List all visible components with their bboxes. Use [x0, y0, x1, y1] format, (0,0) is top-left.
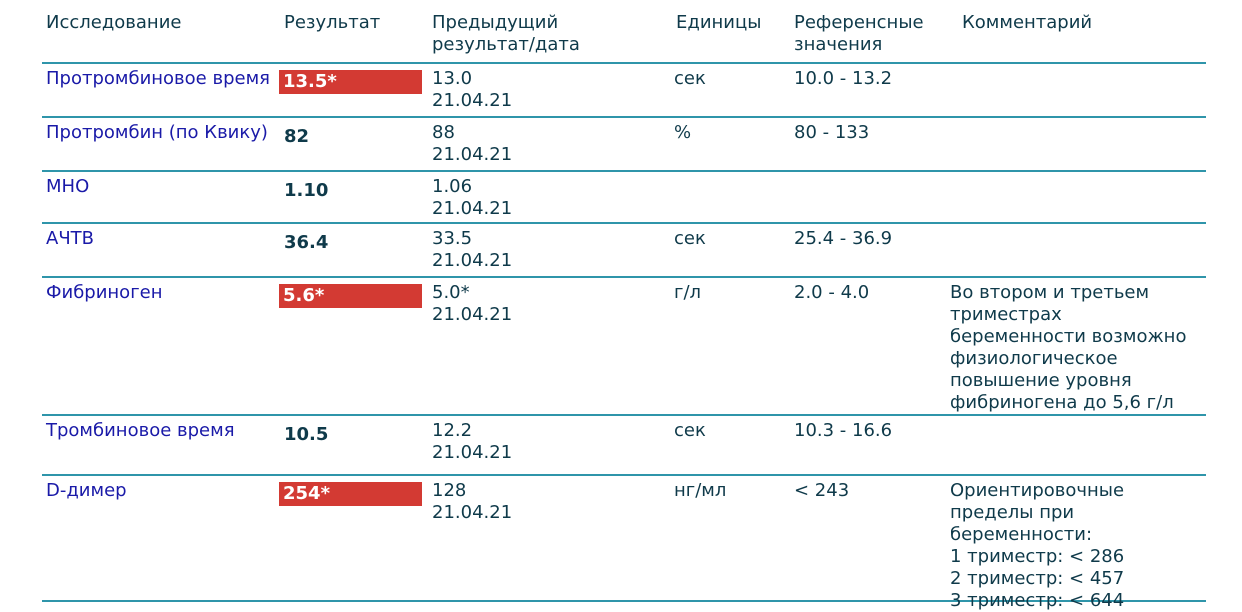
header-comment: Комментарий [962, 12, 1093, 33]
previous-date: 21.04.21 [432, 90, 513, 111]
units: сек [674, 228, 706, 249]
test-name: АЧТВ [46, 228, 94, 249]
previous-result: 88 21.04.21 [432, 122, 512, 166]
comment: Во втором и третьем триместрах беременност… [950, 282, 1206, 414]
test-name: D-димер [46, 480, 127, 501]
reference-range: < 243 [794, 480, 850, 501]
comment-line: Во втором и третьем [950, 282, 1150, 303]
header-name: Исследование [46, 12, 182, 33]
reference-range: 2.0 - 4.0 [794, 282, 870, 303]
previous-date: 21.04.21 [432, 304, 513, 325]
test-name: Тромбиновое время [46, 420, 235, 441]
header-prev-line2: результат/дата [432, 34, 580, 55]
comment-line: триместрах [950, 304, 1062, 325]
header-prev-line1: Предыдущий [432, 12, 559, 33]
previous-value: 88 [432, 122, 455, 143]
header-units: Единицы [676, 12, 762, 33]
previous-result: 13.0 21.04.21 [432, 68, 512, 112]
table-row: Протромбин (по Квику) 82 88 21.04.21% 80 - 1… [42, 118, 1206, 172]
test-name: МНО [46, 176, 90, 197]
header-ref-line1: Референсные [794, 12, 924, 33]
reference-range: 10.0 - 13.2 [794, 68, 893, 89]
header-result: Результат [284, 12, 381, 33]
previous-value: 33.5 [432, 228, 473, 249]
result-value: 1.10 [284, 180, 329, 201]
comment-line: беременности возможно [950, 326, 1187, 347]
comment-line: пределы при [950, 502, 1075, 523]
reference-range: 10.3 - 16.6 [794, 420, 893, 441]
previous-result: 128 21.04.21 [432, 480, 512, 524]
test-name: Протромбиновое время [46, 68, 270, 89]
previous-value: 5.0* [432, 282, 470, 303]
comment-line: фибриногена до 5,6 г/л [950, 392, 1174, 413]
previous-value: 128 [432, 480, 467, 501]
units: г/л [674, 282, 702, 303]
result-value-abnormal: 5.6* [279, 284, 422, 308]
test-name: Фибриноген [46, 282, 163, 303]
previous-result: 12.2 21.04.21 [432, 420, 512, 464]
previous-date: 21.04.21 [432, 250, 513, 271]
lab-results-table: Исследование Результат Предыдущий резуль… [42, 0, 1206, 611]
result-value: 82 [284, 126, 310, 147]
units: сек [674, 68, 706, 89]
table-row: МНО 1.10 1.06 21.04.21 [42, 172, 1206, 224]
result-value-abnormal: 13.5* [279, 70, 422, 94]
previous-value: 1.06 [432, 176, 473, 197]
comment-line: 1 триместр: < 286 [950, 546, 1125, 567]
table-row: D-димер 254* 128 21.04.21 нг/мл < 243 Ориентир… [42, 476, 1206, 611]
comment-line: 2 триместр: < 457 [950, 568, 1125, 589]
reference-range: 80 - 133 [794, 122, 870, 143]
units: % [674, 122, 692, 143]
header-ref-line2: значения [794, 34, 883, 55]
header-prev: Предыдущий результат/дата [432, 12, 580, 56]
test-name: Протромбин (по Квику) [46, 122, 268, 143]
result-value: 10.5 [284, 424, 329, 445]
table-row: Протромбиновое время 13.5* 13.0 21.04.21 сек… [42, 64, 1206, 118]
previous-value: 12.2 [432, 420, 473, 441]
reference-range: 25.4 - 36.9 [794, 228, 893, 249]
comment-line: Ориентировочные [950, 480, 1125, 501]
units: сек [674, 420, 706, 441]
table-row: Фибриноген 5.6* 5.0* 21.04.21 г/л 2.0 - 4.0 Во… [42, 278, 1206, 416]
previous-result: 33.5 21.04.21 [432, 228, 512, 272]
units: нг/мл [674, 480, 727, 501]
result-value: 36.4 [284, 232, 329, 253]
previous-date: 21.04.21 [432, 442, 513, 463]
comment-line: беременности: [950, 524, 1093, 545]
comment-line: повышение уровня [950, 370, 1132, 391]
result-value-abnormal: 254* [279, 482, 422, 506]
header-ref: Референсные значения [794, 12, 924, 56]
previous-value: 13.0 [432, 68, 473, 89]
previous-result: 1.06 21.04.21 [432, 176, 512, 220]
previous-date: 21.04.21 [432, 144, 513, 165]
comment: Ориентировочные пределы при беременности: 1… [950, 480, 1206, 612]
comment-line: физиологическое [950, 348, 1118, 369]
previous-date: 21.04.21 [432, 502, 513, 523]
previous-date: 21.04.21 [432, 198, 513, 219]
table-row: Тромбиновое время 10.5 12.2 21.04.21 сек 10.3… [42, 416, 1206, 476]
comment-line: 3 триместр: < 644 [950, 590, 1125, 611]
table-row: АЧТВ 36.4 33.5 21.04.21 сек 25.4 - 36.9 [42, 224, 1206, 278]
previous-result: 5.0* 21.04.21 [432, 282, 512, 326]
table-header: Исследование Результат Предыдущий резуль… [42, 0, 1206, 64]
